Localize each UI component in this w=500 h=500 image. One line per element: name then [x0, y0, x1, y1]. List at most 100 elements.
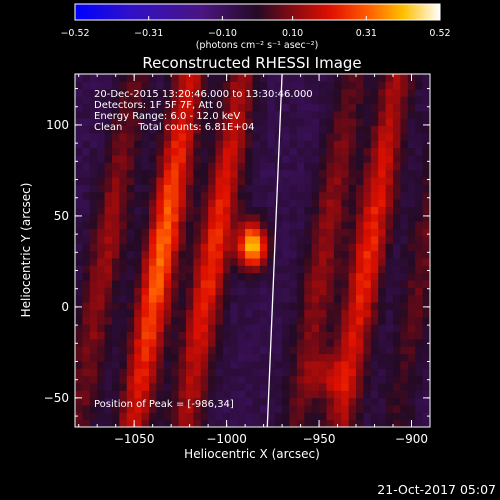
heatmap-cell: [126, 176, 135, 185]
heatmap-cell: [348, 74, 357, 82]
heatmap-cell: [341, 382, 350, 391]
heatmap-cell: [393, 324, 402, 332]
heatmap-cell: [296, 103, 305, 112]
heatmap-cell: [97, 419, 106, 427]
heatmap-cell: [126, 382, 135, 391]
chart-title: Reconstructed RHESSI Image: [142, 54, 361, 72]
footer-timestamp: 21-Oct-2017 05:07: [377, 482, 496, 497]
heatmap-cell: [193, 301, 202, 310]
heatmap-cell: [237, 74, 246, 82]
heatmap-cell: [237, 191, 246, 200]
heatmap-cell: [171, 191, 180, 200]
heatmap-cell: [311, 162, 320, 171]
heatmap-cell: [341, 265, 350, 274]
heatmap-cell: [185, 390, 194, 399]
heatmap-cell: [200, 162, 209, 171]
heatmap-cell: [193, 88, 202, 97]
heatmap-cell: [245, 419, 254, 427]
heatmap-cell: [200, 213, 209, 222]
heatmap-cell: [193, 360, 202, 369]
heatmap-cell: [245, 360, 254, 369]
heatmap-cell: [407, 81, 416, 90]
heatmap-cell: [245, 272, 254, 281]
heatmap-cell: [163, 346, 172, 355]
heatmap-cell: [75, 294, 83, 303]
heatmap-cell: [370, 228, 379, 237]
heatmap-cell: [274, 103, 283, 112]
heatmap-cell: [400, 125, 409, 134]
heatmap-cell: [156, 176, 165, 185]
heatmap-cell: [134, 88, 143, 97]
heatmap-cell: [237, 353, 246, 362]
heatmap-cell: [208, 213, 217, 222]
heatmap-cell: [393, 346, 402, 355]
heatmap-cell: [348, 390, 357, 399]
heatmap-cell: [134, 235, 143, 244]
heatmap-cell: [415, 96, 424, 105]
heatmap-cell: [311, 228, 320, 237]
heatmap-cell: [289, 147, 298, 156]
heatmap-cell: [311, 110, 320, 119]
heatmap-cell: [193, 353, 202, 362]
heatmap-cell: [89, 331, 98, 340]
heatmap-cell: [274, 419, 283, 427]
heatmap-cell: [370, 301, 379, 310]
heatmap-cell: [119, 412, 128, 421]
heatmap-cell: [370, 118, 379, 127]
heatmap-cell: [363, 250, 372, 259]
heatmap-cell: [326, 221, 335, 230]
heatmap-cell: [274, 118, 283, 127]
heatmap-cell: [407, 360, 416, 369]
heatmap-cell: [415, 272, 424, 281]
heatmap-cell: [126, 250, 135, 259]
heatmap-cell: [407, 301, 416, 310]
heatmap-cell: [259, 353, 268, 362]
heatmap-cell: [126, 346, 135, 355]
heatmap-cell: [259, 125, 268, 134]
heatmap-cell: [185, 132, 194, 141]
heatmap-cell: [282, 88, 291, 97]
heatmap-cell: [119, 375, 128, 384]
heatmap-cell: [259, 338, 268, 347]
heatmap-cell: [378, 368, 387, 377]
heatmap-cell: [104, 309, 113, 318]
heatmap-cell: [134, 213, 143, 222]
heatmap-cell: [378, 228, 387, 237]
heatmap-cell: [75, 331, 83, 340]
heatmap-cell: [422, 250, 430, 259]
heatmap-cell: [200, 103, 209, 112]
heatmap-cell: [304, 154, 313, 163]
heatmap-cell: [141, 257, 150, 266]
heatmap-cell: [111, 353, 120, 362]
heatmap-cell: [385, 375, 394, 384]
heatmap-cell: [252, 191, 261, 200]
heatmap-cell: [171, 419, 180, 427]
heatmap-cell: [378, 331, 387, 340]
heatmap-cell: [163, 338, 172, 347]
heatmap-cell: [341, 125, 350, 134]
heatmap-cell: [230, 353, 239, 362]
heatmap-cell: [363, 243, 372, 252]
heatmap-cell: [178, 419, 187, 427]
heatmap-cell: [400, 324, 409, 332]
heatmap-cell: [200, 412, 209, 421]
heatmap-cell: [415, 250, 424, 259]
heatmap-cell: [356, 191, 365, 200]
heatmap-cell: [126, 375, 135, 384]
heatmap-cell: [341, 375, 350, 384]
heatmap-cell: [75, 250, 83, 259]
heatmap-cell: [311, 360, 320, 369]
heatmap-cell: [222, 199, 231, 207]
heatmap-cell: [89, 250, 98, 259]
heatmap-cell: [215, 257, 224, 266]
heatmap-cell: [422, 132, 430, 141]
heatmap-cell: [89, 191, 98, 200]
heatmap-cell: [407, 235, 416, 244]
heatmap-cell: [111, 316, 120, 325]
heatmap-cell: [171, 162, 180, 171]
heatmap-cell: [333, 147, 342, 156]
heatmap-cell: [348, 125, 357, 134]
heatmap-cell: [97, 147, 106, 156]
heatmap-cell: [156, 213, 165, 222]
heatmap-cell: [89, 353, 98, 362]
